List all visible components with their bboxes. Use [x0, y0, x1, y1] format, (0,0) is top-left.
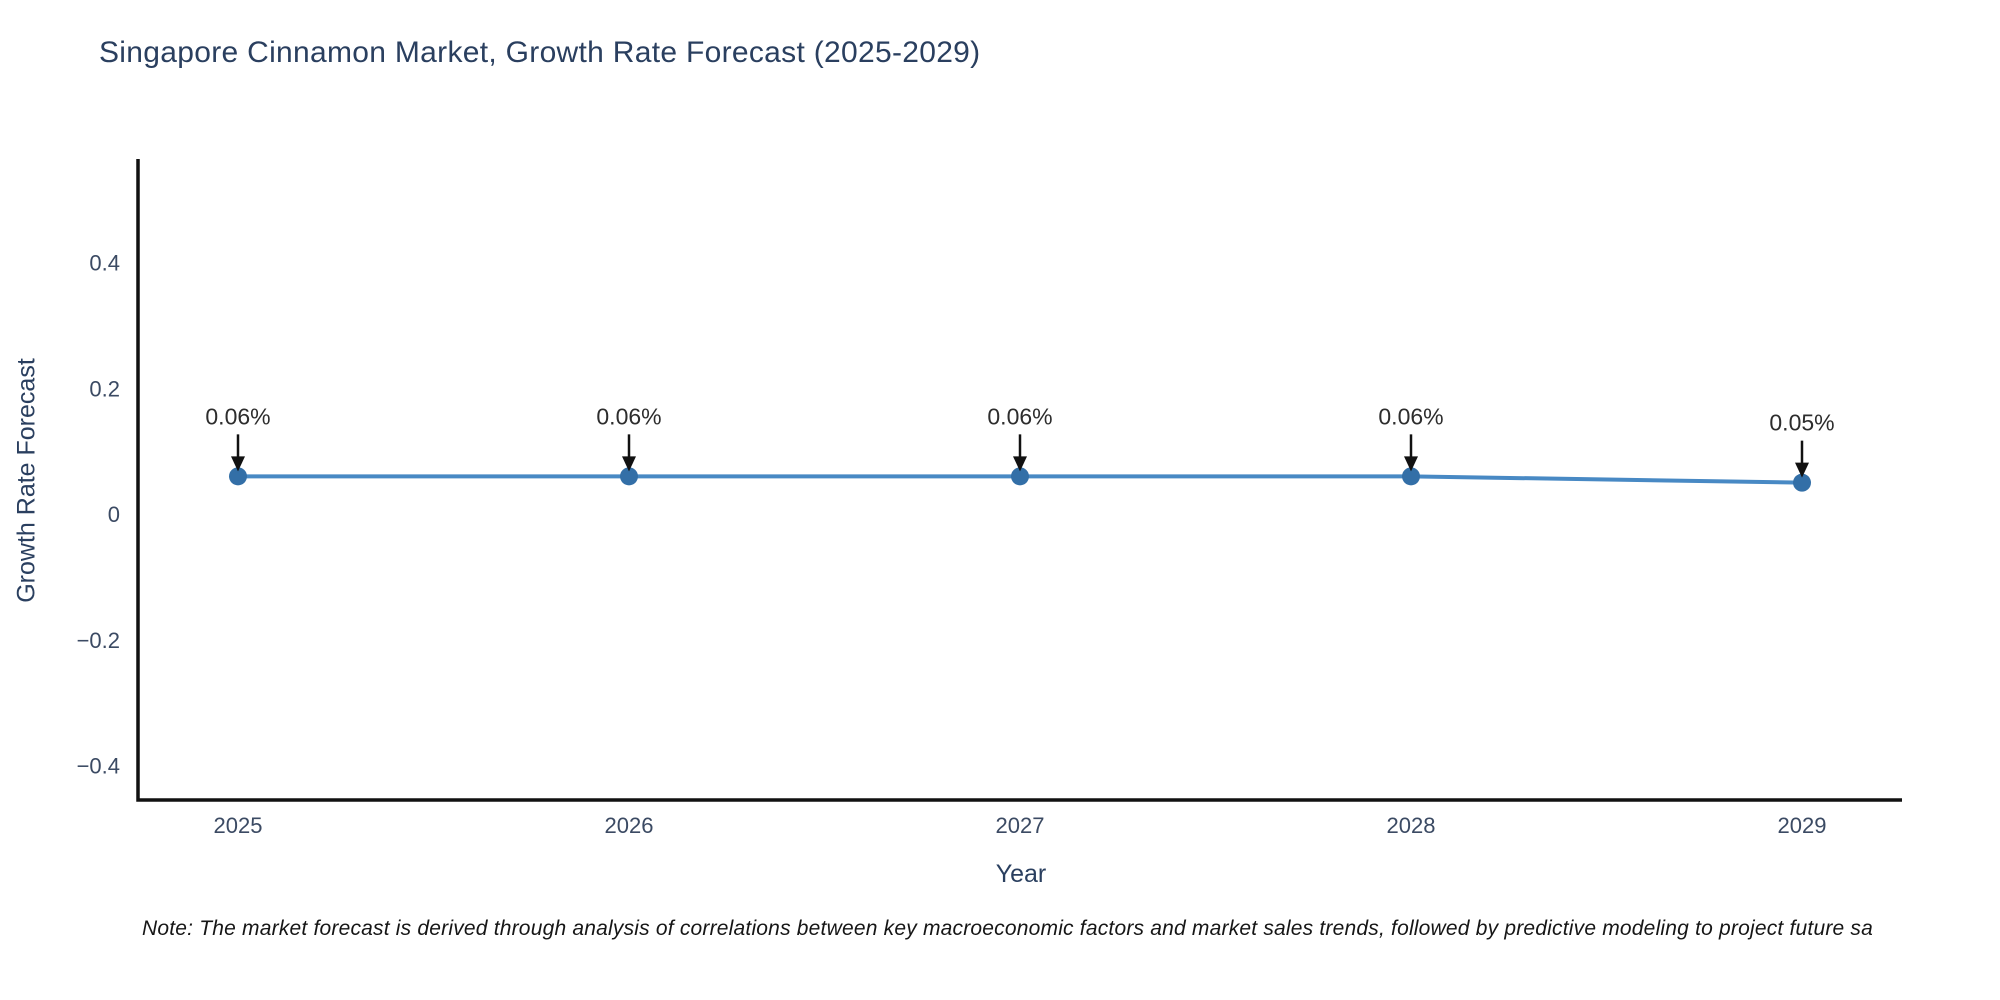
y-tick-label: 0.2 [89, 376, 120, 401]
annotation-arrowhead-icon [231, 456, 245, 472]
x-axis-title: Year [995, 860, 1047, 888]
data-point-marker [1402, 467, 1420, 486]
footnote: Note: The market forecast is derived thr… [142, 917, 1874, 940]
annotation-arrowhead-icon [622, 456, 636, 472]
annotation-arrowhead-icon [1013, 456, 1027, 472]
x-tick-label: 2029 [1778, 813, 1827, 838]
x-tick-label: 2028 [1387, 813, 1436, 838]
annotation-label: 0.05% [1769, 410, 1834, 436]
axis-spines [136, 159, 1902, 802]
annotation-arrowhead-icon [1404, 456, 1418, 472]
y-tick-label: −0.4 [77, 753, 120, 778]
y-tick-label: 0.4 [89, 251, 120, 276]
data-point-marker [620, 467, 638, 486]
x-tick-label: 2025 [214, 813, 263, 838]
annotation-label: 0.06% [596, 403, 661, 429]
y-tick-label: 0 [108, 502, 120, 527]
data-point-marker [1793, 473, 1811, 492]
annotation-label: 0.06% [987, 403, 1052, 429]
data-point-marker [229, 467, 247, 486]
annotation-label: 0.06% [1378, 403, 1443, 429]
x-tick-label: 2027 [996, 813, 1045, 838]
x-tick-label: 2026 [605, 813, 654, 838]
annotation-arrowhead-icon [1795, 462, 1809, 478]
data-point-marker [1011, 467, 1029, 486]
y-tick-label: −0.2 [77, 628, 120, 653]
chart-title: Singapore Cinnamon Market, Growth Rate F… [99, 36, 981, 69]
annotation-label: 0.06% [205, 403, 270, 429]
